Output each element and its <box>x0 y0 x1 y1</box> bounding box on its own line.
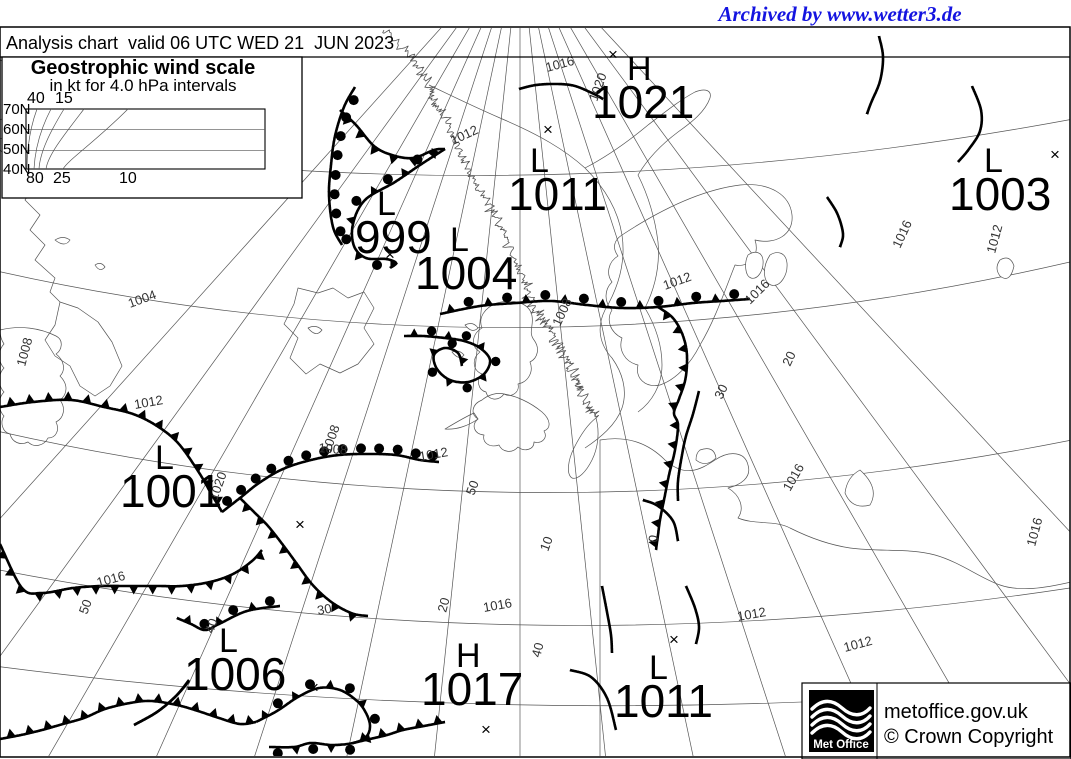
svg-text:1004: 1004 <box>126 287 158 311</box>
svg-text:1006: 1006 <box>184 648 286 700</box>
svg-text:1016: 1016 <box>889 218 915 251</box>
svg-text:1016: 1016 <box>482 595 513 615</box>
svg-text:60N: 60N <box>3 121 31 138</box>
svg-text:1012: 1012 <box>133 392 164 412</box>
svg-text:25: 25 <box>53 170 71 187</box>
svg-text:70N: 70N <box>3 101 31 118</box>
svg-text:Met Office: Met Office <box>813 739 869 751</box>
svg-text:1008: 1008 <box>318 440 348 457</box>
svg-text:×: × <box>543 120 553 139</box>
svg-text:50N: 50N <box>3 141 31 158</box>
svg-text:1011: 1011 <box>614 675 713 727</box>
svg-text:30: 30 <box>711 382 731 401</box>
svg-text:1008: 1008 <box>13 336 35 368</box>
svg-text:1004: 1004 <box>415 247 517 299</box>
svg-text:30: 30 <box>316 601 333 618</box>
svg-text:1016: 1016 <box>544 53 576 75</box>
svg-text:40: 40 <box>528 641 546 659</box>
svg-text:metoffice.gov.uk: metoffice.gov.uk <box>884 701 1029 723</box>
svg-text:10: 10 <box>119 170 137 187</box>
svg-text:1012: 1012 <box>661 269 693 293</box>
svg-text:50: 50 <box>463 478 482 497</box>
svg-text:1016: 1016 <box>780 461 807 494</box>
svg-text:1012: 1012 <box>448 122 481 148</box>
svg-text:50: 50 <box>76 597 95 616</box>
svg-text:40N: 40N <box>3 161 31 178</box>
svg-text:×: × <box>1050 145 1060 164</box>
svg-text:© Crown Copyright: © Crown Copyright <box>884 726 1054 748</box>
svg-text:×: × <box>608 45 618 64</box>
svg-text:1001: 1001 <box>120 465 222 517</box>
svg-text:1012: 1012 <box>418 444 449 464</box>
svg-text:×: × <box>309 678 319 697</box>
svg-text:1016: 1016 <box>1023 516 1045 548</box>
svg-text:×: × <box>295 515 305 534</box>
svg-text:×: × <box>669 630 679 649</box>
svg-text:20: 20 <box>779 349 799 368</box>
svg-text:in kt for 4.0 hPa intervals: in kt for 4.0 hPa intervals <box>49 76 236 95</box>
svg-text:1012: 1012 <box>842 633 874 655</box>
svg-text:10: 10 <box>537 534 556 553</box>
svg-text:1012: 1012 <box>736 604 767 624</box>
svg-text:1003: 1003 <box>949 168 1051 220</box>
svg-text:1017: 1017 <box>421 663 523 715</box>
svg-text:1012: 1012 <box>983 223 1005 255</box>
svg-text:1011: 1011 <box>508 168 607 220</box>
svg-text:×: × <box>481 720 491 739</box>
svg-text:1021: 1021 <box>592 76 694 128</box>
